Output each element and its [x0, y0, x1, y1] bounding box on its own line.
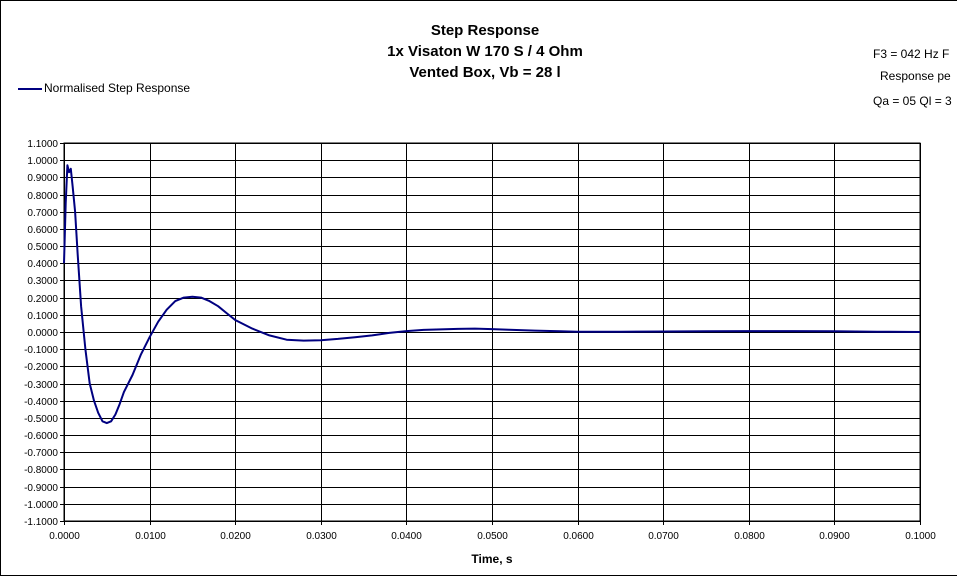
y-tick-label: 1.1000	[27, 139, 58, 150]
y-tick-label: -0.7000	[24, 448, 58, 459]
y-tick-label: 0.2000	[27, 294, 58, 305]
info-response: Response pe	[880, 69, 951, 83]
y-tick-label: 0.7000	[27, 208, 58, 219]
y-tick-label: 0.6000	[27, 225, 58, 236]
x-tick-label: 0.0100	[135, 531, 166, 542]
y-tick-label: -0.8000	[24, 465, 58, 476]
x-tick-label: 0.0400	[391, 531, 422, 542]
legend: Normalised Step Response	[18, 81, 190, 95]
y-tick-label: 0.9000	[27, 173, 58, 184]
y-tick-label: -0.2000	[24, 362, 58, 373]
x-tick-label: 0.0200	[220, 531, 251, 542]
x-tick-label: 0.1000	[905, 531, 936, 542]
y-tick-label: 0.1000	[27, 311, 58, 322]
x-tick-label: 0.0300	[306, 531, 337, 542]
y-tick-label: -0.5000	[24, 414, 58, 425]
x-tick-label: 0.0000	[49, 531, 80, 542]
series-line-normalised-step-response	[63, 164, 921, 425]
y-tick-label: 1.0000	[27, 156, 58, 167]
series	[63, 164, 921, 425]
chart-title: Step Response	[430, 22, 540, 39]
y-tick-label: 0.4000	[27, 259, 58, 270]
x-axis-ticks: 0.0000 0.0100 0.0200 0.0300 0.0400 0.0500 0.06…	[49, 521, 936, 542]
legend-label: Normalised Step Response	[44, 81, 191, 95]
y-tick-label: 0.0000	[27, 328, 58, 339]
grid	[64, 143, 921, 522]
x-tick-label: 0.0900	[819, 531, 850, 542]
info-q: Qa = 05 Ql = 3	[873, 94, 952, 108]
y-tick-label: -0.1000	[24, 345, 58, 356]
chart-subtitle-driver: 1x Visaton W 170 S / 4 Ohm	[387, 43, 583, 60]
x-tick-label: 0.0500	[477, 531, 508, 542]
y-tick-label: -0.3000	[24, 380, 58, 391]
y-tick-label: -1.1000	[24, 517, 58, 528]
x-tick-label: 0.0700	[648, 531, 679, 542]
y-tick-label: 0.8000	[27, 191, 58, 202]
x-tick-label: 0.0800	[734, 531, 765, 542]
x-axis-title: Time, s	[471, 552, 512, 566]
y-tick-label: -0.9000	[24, 483, 58, 494]
y-tick-label: 0.5000	[27, 242, 58, 253]
y-tick-label: -0.4000	[24, 397, 58, 408]
legend-swatch	[18, 87, 42, 90]
y-tick-label: -1.0000	[24, 500, 58, 511]
y-tick-label: -0.6000	[24, 431, 58, 442]
chart-subtitle-box: Vented Box, Vb = 28 l	[409, 64, 561, 81]
y-axis-ticks: 1.1000 1.0000 0.9000 0.8000 0.7000 0.6000 0.50…	[24, 139, 64, 528]
x-tick-label: 0.0600	[563, 531, 594, 542]
info-f3: F3 = 042 Hz F	[873, 47, 950, 61]
y-tick-label: 0.3000	[27, 276, 58, 287]
